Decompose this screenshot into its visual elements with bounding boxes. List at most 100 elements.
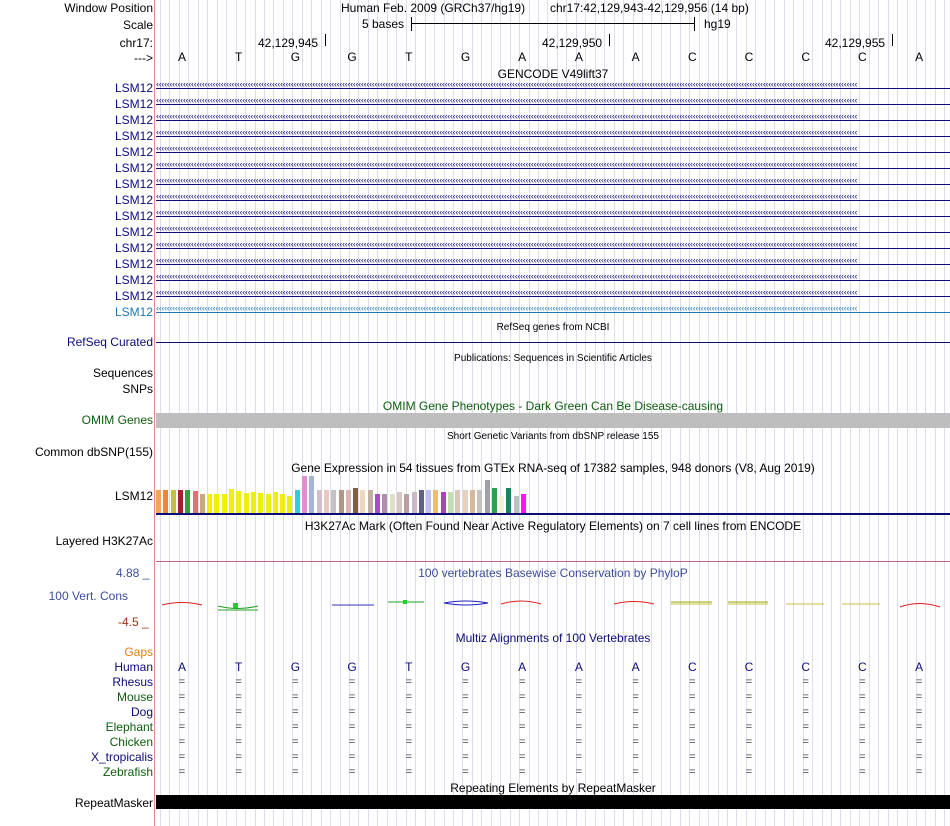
multiz-species-label[interactable]: Human: [114, 660, 153, 674]
gencode-transcript-label[interactable]: LSM12: [114, 289, 153, 303]
gencode-transcript-track[interactable]: ‹‹‹‹‹‹‹‹‹‹‹‹‹‹‹‹‹‹‹‹‹‹‹‹‹‹‹‹‹‹‹‹‹‹‹‹‹‹‹‹…: [156, 131, 950, 141]
gtex-tissue-bar[interactable]: [272, 492, 278, 514]
gtex-tissue-bar[interactable]: [250, 492, 256, 514]
gencode-transcript-label[interactable]: LSM12: [114, 129, 153, 143]
gtex-tissue-bar[interactable]: [199, 494, 205, 514]
gencode-transcript-label[interactable]: LSM12: [114, 113, 153, 127]
gencode-transcript-label[interactable]: LSM12: [114, 81, 153, 95]
gencode-transcript-track[interactable]: ‹‹‹‹‹‹‹‹‹‹‹‹‹‹‹‹‹‹‹‹‹‹‹‹‹‹‹‹‹‹‹‹‹‹‹‹‹‹‹‹…: [156, 291, 950, 301]
dbsnp-label[interactable]: Common dbSNP(155): [34, 445, 153, 459]
gencode-transcript-track[interactable]: ‹‹‹‹‹‹‹‹‹‹‹‹‹‹‹‹‹‹‹‹‹‹‹‹‹‹‹‹‹‹‹‹‹‹‹‹‹‹‹‹…: [156, 147, 950, 157]
multiz-species-label[interactable]: Chicken: [109, 735, 153, 749]
repeatmasker-title[interactable]: Repeating Elements by RepeatMasker: [450, 781, 656, 795]
gtex-tissue-bar[interactable]: [440, 492, 446, 514]
gencode-transcript-label[interactable]: LSM12: [114, 305, 153, 319]
multiz-species-label[interactable]: Zebrafish: [102, 765, 153, 779]
repeatmasker-feature-bar[interactable]: [156, 795, 950, 809]
gencode-transcript-track[interactable]: ‹‹‹‹‹‹‹‹‹‹‹‹‹‹‹‹‹‹‹‹‹‹‹‹‹‹‹‹‹‹‹‹‹‹‹‹‹‹‹‹…: [156, 195, 950, 205]
gencode-transcript-label[interactable]: LSM12: [114, 97, 153, 111]
refseq-title[interactable]: RefSeq genes from NCBI: [496, 322, 610, 333]
omim-feature-bar[interactable]: [156, 413, 950, 428]
gtex-tissue-bar[interactable]: [207, 494, 213, 514]
gtex-tissue-bar[interactable]: [221, 494, 227, 514]
gencode-transcript-label[interactable]: LSM12: [114, 273, 153, 287]
gtex-tissue-bar[interactable]: [265, 494, 271, 514]
gencode-transcript-label[interactable]: LSM12: [114, 177, 153, 191]
gtex-tissue-bar[interactable]: [418, 490, 424, 514]
gencode-transcript-label[interactable]: LSM12: [114, 209, 153, 223]
gtex-tissue-bar[interactable]: [462, 490, 468, 514]
gencode-transcript-track[interactable]: ‹‹‹‹‹‹‹‹‹‹‹‹‹‹‹‹‹‹‹‹‹‹‹‹‹‹‹‹‹‹‹‹‹‹‹‹‹‹‹‹…: [156, 179, 950, 189]
phylop-label[interactable]: 100 Vert. Cons: [48, 589, 128, 603]
gtex-tissue-bar[interactable]: [426, 490, 432, 514]
gencode-transcript-label[interactable]: LSM12: [114, 257, 153, 271]
gtex-tissue-bar[interactable]: [302, 476, 307, 514]
gtex-tissue-bar[interactable]: [309, 476, 315, 514]
gtex-tissue-bar[interactable]: [433, 490, 439, 514]
gencode-transcript-track[interactable]: ‹‹‹‹‹‹‹‹‹‹‹‹‹‹‹‹‹‹‹‹‹‹‹‹‹‹‹‹‹‹‹‹‹‹‹‹‹‹‹‹…: [156, 275, 950, 285]
gtex-tissue-bar[interactable]: [469, 490, 475, 514]
gtex-tissue-bar[interactable]: [448, 492, 453, 514]
repeatmasker-label[interactable]: RepeatMasker: [74, 796, 153, 810]
refseq-label[interactable]: RefSeq Curated: [66, 335, 153, 349]
refseq-gene-line[interactable]: [156, 342, 950, 343]
gtex-tissue-bar[interactable]: [396, 492, 402, 514]
gtex-tissue-bar[interactable]: [360, 490, 366, 514]
gencode-transcript-track[interactable]: ‹‹‹‹‹‹‹‹‹‹‹‹‹‹‹‹‹‹‹‹‹‹‹‹‹‹‹‹‹‹‹‹‹‹‹‹‹‹‹‹…: [156, 115, 950, 125]
gencode-transcript-track[interactable]: ‹‹‹‹‹‹‹‹‹‹‹‹‹‹‹‹‹‹‹‹‹‹‹‹‹‹‹‹‹‹‹‹‹‹‹‹‹‹‹‹…: [156, 243, 950, 253]
snps-label[interactable]: SNPs: [122, 382, 153, 396]
gencode-transcript-label[interactable]: LSM12: [114, 241, 153, 255]
gencode-title[interactable]: GENCODE V49lift37: [497, 67, 609, 81]
gtex-bar-chart[interactable]: [156, 476, 950, 515]
gtex-tissue-bar[interactable]: [331, 490, 337, 514]
publications-title[interactable]: Publications: Sequences in Scientific Ar…: [454, 353, 652, 364]
multiz-title[interactable]: Multiz Alignments of 100 Vertebrates: [455, 631, 651, 645]
multiz-species-label[interactable]: Rhesus: [112, 675, 153, 689]
phylop-title[interactable]: 100 vertebrates Basewise Conservation by…: [418, 566, 688, 580]
gtex-tissue-bar[interactable]: [323, 490, 329, 514]
gtex-tissue-bar[interactable]: [411, 492, 417, 514]
h3k27ac-label[interactable]: Layered H3K27Ac: [55, 534, 153, 548]
gtex-tissue-bar[interactable]: [177, 490, 183, 514]
gencode-transcript-track[interactable]: ‹‹‹‹‹‹‹‹‹‹‹‹‹‹‹‹‹‹‹‹‹‹‹‹‹‹‹‹‹‹‹‹‹‹‹‹‹‹‹‹…: [156, 227, 950, 237]
phylop-wiggle[interactable]: [156, 592, 950, 618]
gtex-tissue-bar[interactable]: [214, 494, 220, 514]
omim-title[interactable]: OMIM Gene Phenotypes - Dark Green Can Be…: [382, 399, 724, 413]
gtex-tissue-bar[interactable]: [185, 490, 191, 514]
gencode-transcript-track[interactable]: ‹‹‹‹‹‹‹‹‹‹‹‹‹‹‹‹‹‹‹‹‹‹‹‹‹‹‹‹‹‹‹‹‹‹‹‹‹‹‹‹…: [156, 99, 950, 109]
omim-label[interactable]: OMIM Genes: [81, 413, 153, 427]
multiz-species-label[interactable]: Dog: [130, 705, 153, 719]
publications-label[interactable]: Sequences: [92, 366, 153, 380]
gtex-tissue-bar[interactable]: [229, 489, 234, 514]
gtex-tissue-bar[interactable]: [404, 494, 410, 514]
gtex-tissue-bar[interactable]: [521, 494, 526, 514]
gencode-transcript-track[interactable]: ‹‹‹‹‹‹‹‹‹‹‹‹‹‹‹‹‹‹‹‹‹‹‹‹‹‹‹‹‹‹‹‹‹‹‹‹‹‹‹‹…: [156, 307, 950, 317]
gtex-tissue-bar[interactable]: [455, 490, 461, 514]
gtex-title[interactable]: Gene Expression in 54 tissues from GTEx …: [291, 461, 815, 475]
gtex-tissue-bar[interactable]: [258, 493, 264, 514]
gtex-tissue-bar[interactable]: [353, 488, 359, 514]
gtex-tissue-bar[interactable]: [316, 490, 322, 514]
multiz-species-label[interactable]: Elephant: [105, 720, 153, 734]
gencode-transcript-track[interactable]: ‹‹‹‹‹‹‹‹‹‹‹‹‹‹‹‹‹‹‹‹‹‹‹‹‹‹‹‹‹‹‹‹‹‹‹‹‹‹‹‹…: [156, 211, 950, 221]
gtex-tissue-bar[interactable]: [513, 496, 519, 514]
gtex-tissue-bar[interactable]: [338, 490, 344, 514]
gtex-label[interactable]: LSM12: [114, 489, 153, 503]
gtex-tissue-bar[interactable]: [491, 488, 497, 514]
gtex-tissue-bar[interactable]: [163, 490, 169, 514]
gtex-tissue-bar[interactable]: [243, 493, 249, 514]
gtex-tissue-bar[interactable]: [477, 490, 483, 514]
gtex-tissue-bar[interactable]: [506, 488, 512, 514]
gencode-transcript-track[interactable]: ‹‹‹‹‹‹‹‹‹‹‹‹‹‹‹‹‹‹‹‹‹‹‹‹‹‹‹‹‹‹‹‹‹‹‹‹‹‹‹‹…: [156, 163, 950, 173]
gtex-tissue-bar[interactable]: [170, 490, 176, 514]
gtex-tissue-bar[interactable]: [367, 490, 373, 514]
gencode-transcript-label[interactable]: LSM12: [114, 161, 153, 175]
gtex-tissue-bar[interactable]: [484, 480, 490, 514]
gtex-tissue-bar[interactable]: [287, 496, 293, 514]
gencode-transcript-label[interactable]: LSM12: [114, 145, 153, 159]
gencode-transcript-label[interactable]: LSM12: [114, 225, 153, 239]
multiz-species-label[interactable]: X_tropicalis: [90, 750, 153, 764]
gencode-transcript-track[interactable]: ‹‹‹‹‹‹‹‹‹‹‹‹‹‹‹‹‹‹‹‹‹‹‹‹‹‹‹‹‹‹‹‹‹‹‹‹‹‹‹‹…: [156, 83, 950, 93]
dbsnp-title[interactable]: Short Genetic Variants from dbSNP releas…: [447, 431, 659, 442]
gtex-tissue-bar[interactable]: [294, 490, 300, 514]
